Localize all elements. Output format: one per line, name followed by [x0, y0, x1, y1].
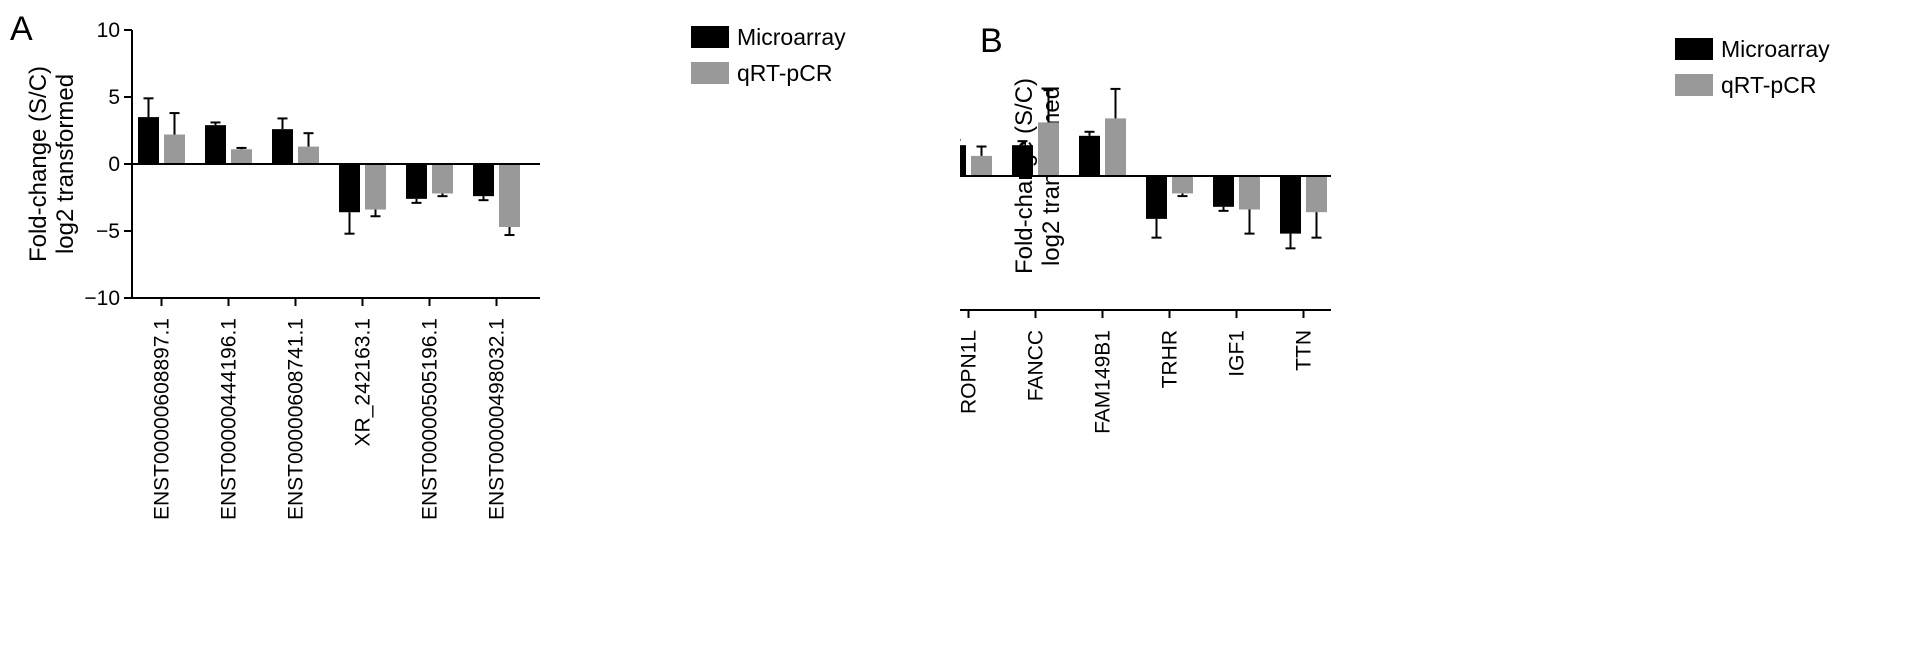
legend: Microarray qRT-pCR [691, 24, 846, 86]
legend-swatch-qrtpcr [691, 62, 729, 84]
bar-qrtpcr [499, 164, 520, 227]
bar-microarray [960, 145, 966, 176]
axes [960, 175, 1331, 318]
bar-qrtpcr [1172, 176, 1193, 194]
x-category-label: TTN [1293, 330, 1316, 371]
x-category-label: FANCC [1025, 330, 1048, 401]
y-axis-ticks: 10 5 0 −5 −10 [84, 19, 132, 310]
bar-microarray [1213, 176, 1234, 207]
legend-swatch-microarray [1675, 38, 1713, 60]
x-category-label: ENST00000444196.1 [218, 318, 241, 520]
y-axis-title-line1: Fold-change (S/C) [25, 66, 52, 262]
bar-microarray [473, 164, 494, 197]
bar-microarray [339, 164, 360, 213]
error-bars [143, 97, 515, 237]
y-tick-label: 0 [108, 153, 120, 176]
legend-label-microarray: Microarray [737, 24, 846, 50]
legend-swatch-microarray [691, 26, 729, 48]
x-category-label: XR_242163.1 [352, 318, 375, 446]
bar-qrtpcr [971, 155, 992, 176]
y-axis-title-line2: log2 transformed [52, 74, 79, 254]
x-category-label: ENST00000505196.1 [419, 318, 442, 520]
x-category-label: TRHR [1159, 330, 1182, 388]
bar-qrtpcr [432, 164, 453, 194]
bar-microarray [1012, 145, 1033, 176]
legend-swatch-qrtpcr [1675, 74, 1713, 96]
x-category-label: ENST00000498032.1 [486, 318, 509, 520]
bar-microarray [1146, 176, 1167, 219]
bar-qrtpcr [1105, 118, 1126, 176]
bar-qrtpcr [164, 134, 185, 164]
chart-panel-b: B Fold-change (S/C) log2 transformed 105… [960, 22, 1830, 434]
bar-microarray [272, 129, 293, 164]
chart-panel-a: A Fold-change (S/C) log2 transformed 10 5… [10, 10, 846, 520]
y-tick-label: 5 [108, 86, 120, 109]
bar-qrtpcr [298, 146, 319, 164]
y-tick-label: −10 [84, 287, 120, 310]
x-category-label: ROPN1L [960, 330, 981, 414]
x-category-label: IGF1 [1226, 330, 1249, 377]
x-category-label: ENST00000608897.1 [151, 318, 174, 520]
panel-label: B [980, 22, 1003, 60]
bar-microarray [1079, 135, 1100, 176]
bar-microarray [138, 117, 159, 164]
bar-qrtpcr [365, 164, 386, 210]
bar-qrtpcr [1239, 176, 1260, 210]
y-tick-label: 10 [97, 19, 120, 42]
panel-label: A [10, 10, 33, 48]
y-tick-label: −5 [96, 220, 120, 243]
error-bars [960, 87, 1322, 250]
x-axis-labels: ROPN1L FANCC FAM149B1 TRHR IGF1 TTN [960, 330, 1316, 434]
bar-microarray [1280, 176, 1301, 234]
axes [131, 30, 540, 306]
x-axis-labels: ENST00000608897.1 ENST00000444196.1 ENST00… [151, 318, 509, 520]
bar-microarray [205, 125, 226, 164]
legend-label-microarray: Microarray [1721, 36, 1830, 62]
bars [960, 118, 1327, 234]
bar-microarray [406, 164, 427, 199]
legend-label-qrtpcr: qRT-pCR [737, 60, 832, 86]
bar-qrtpcr [1306, 176, 1327, 213]
bar-qrtpcr [1038, 122, 1059, 176]
bars [138, 117, 520, 227]
x-category-label: ENST00000608741.1 [285, 318, 308, 520]
bar-qrtpcr [231, 149, 252, 164]
x-category-label: FAM149B1 [1092, 330, 1115, 434]
legend-label-qrtpcr: qRT-pCR [1721, 72, 1816, 98]
legend: Microarray qRT-pCR [1675, 36, 1830, 98]
